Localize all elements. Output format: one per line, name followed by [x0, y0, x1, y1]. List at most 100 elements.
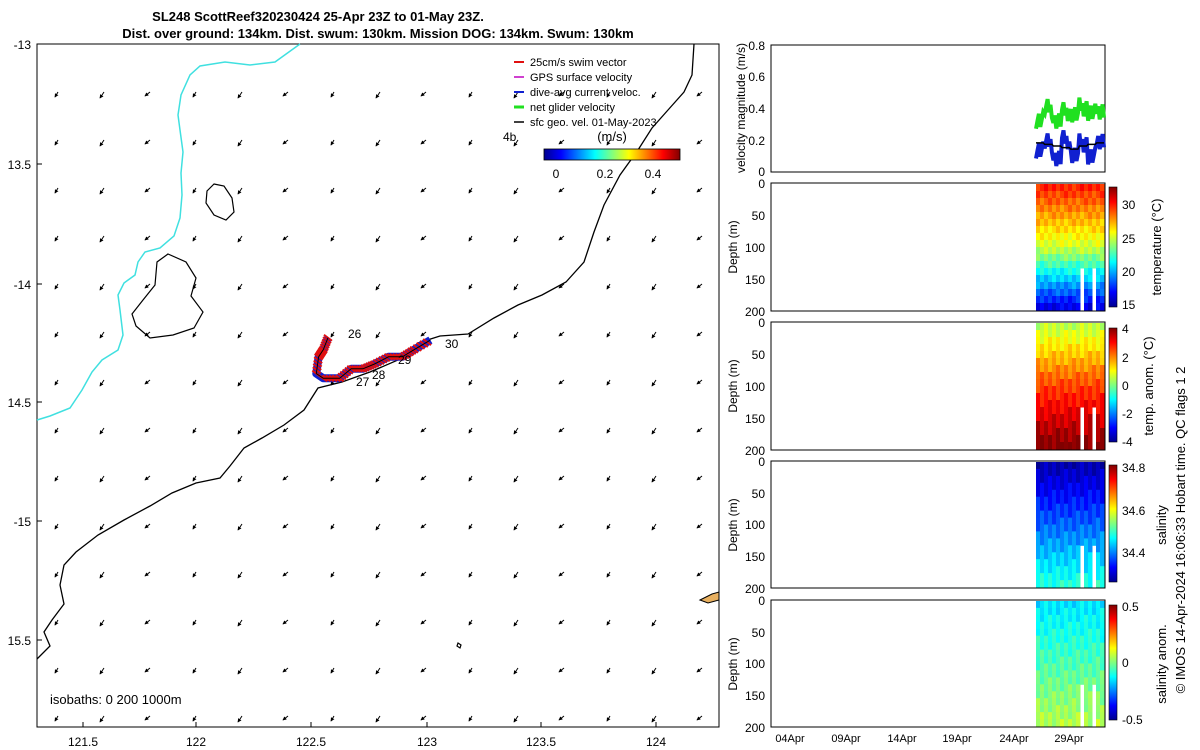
- current-vector-arrow: [282, 667, 289, 673]
- current-vector-arrow: [54, 139, 59, 146]
- section-cell: [1100, 614, 1105, 623]
- section-cell: [1072, 621, 1077, 630]
- temp-anomaly-section: [1036, 323, 1105, 450]
- current-vector-arrow: [558, 667, 565, 673]
- section-cell: [1088, 649, 1093, 657]
- section-cell: [1076, 365, 1081, 373]
- section-cell: [1064, 393, 1069, 401]
- section-cell: [1060, 435, 1065, 443]
- section-cell: [1064, 649, 1069, 657]
- section-cell: [1036, 323, 1041, 331]
- current-vector-arrow: [420, 379, 427, 385]
- section-cell: [1100, 261, 1105, 269]
- section-cell: [1040, 621, 1045, 630]
- section-cell: [1048, 421, 1053, 429]
- section-cell: [1056, 323, 1061, 331]
- section-cell: [1096, 649, 1101, 657]
- section-cell: [1100, 573, 1105, 581]
- section-cell: [1040, 344, 1045, 352]
- current-vector-arrow: [237, 523, 243, 531]
- section-cell: [1084, 517, 1089, 525]
- section-cell: [1052, 205, 1057, 213]
- section-cell: [1064, 677, 1069, 685]
- current-vector-arrow: [144, 235, 151, 241]
- section-cell: [1056, 614, 1061, 623]
- section-cell: [1052, 282, 1057, 290]
- section-cell: [1044, 566, 1049, 574]
- section-cell: [1064, 517, 1069, 525]
- section-cell: [1084, 677, 1089, 685]
- section-cell: [1096, 573, 1101, 581]
- current-vector-arrow: [237, 667, 243, 675]
- section-cell: [1044, 303, 1049, 311]
- section-cell: [1068, 496, 1073, 505]
- section-cell: [1040, 607, 1045, 616]
- current-vector-arrow: [558, 619, 565, 625]
- section-cell: [1092, 524, 1097, 532]
- section-cell: [1056, 677, 1061, 685]
- section-cell: [1088, 268, 1093, 276]
- section-cell: [1088, 517, 1093, 525]
- svg-text:100: 100: [745, 518, 765, 532]
- section-cell: [1100, 621, 1105, 630]
- section-cell: [1068, 226, 1073, 234]
- section-cell: [1068, 379, 1073, 387]
- svg-text:Depth (m): Depth (m): [726, 220, 740, 273]
- current-vector-arrow: [696, 187, 703, 193]
- section-cell: [1084, 254, 1089, 262]
- section-cell: [1044, 712, 1049, 720]
- section-cell: [1084, 282, 1089, 290]
- section-cell: [1040, 219, 1045, 227]
- section-cell: [1044, 296, 1049, 304]
- section-cell: [1036, 386, 1041, 394]
- current-vector-arrow: [144, 571, 151, 577]
- section-cell: [1036, 580, 1041, 588]
- current-vector-arrow: [144, 379, 151, 385]
- section-cell: [1080, 233, 1085, 241]
- section-cell: [1048, 628, 1053, 637]
- section-cell: [1044, 559, 1049, 567]
- current-vector-arrow: [558, 283, 565, 289]
- section-cell: [1088, 303, 1093, 311]
- section-cell: [1072, 614, 1077, 623]
- svg-text:150: 150: [745, 273, 765, 287]
- section-cell: [1052, 261, 1057, 269]
- section-cell: [1096, 677, 1101, 685]
- section-cell: [1036, 719, 1041, 727]
- section-cell: [1040, 475, 1045, 484]
- section-cell: [1096, 407, 1101, 415]
- section-cell: [1036, 482, 1041, 491]
- section-cell: [1052, 712, 1057, 720]
- section-cell: [1044, 635, 1049, 644]
- section-cell: [1048, 407, 1053, 415]
- section-cell: [1036, 705, 1041, 713]
- section-cell: [1076, 677, 1081, 685]
- section-cell: [1096, 414, 1101, 422]
- section-cell: [1084, 628, 1089, 637]
- section-cell: [1100, 240, 1105, 248]
- current-vector-arrow: [420, 427, 427, 433]
- section-cell: [1092, 663, 1097, 671]
- section-cell: [1100, 442, 1105, 450]
- section-cell: [1088, 428, 1093, 436]
- section-cell: [1100, 580, 1105, 588]
- section-cell: [1088, 642, 1093, 651]
- section-cell: [1088, 524, 1093, 532]
- section-cell: [1076, 379, 1081, 387]
- section-cell: [1084, 489, 1089, 498]
- current-vector-arrow: [192, 571, 197, 578]
- section-cell: [1088, 240, 1093, 248]
- current-vector-arrow: [99, 715, 105, 723]
- map-colorbar-tick-1: 0.2: [597, 167, 614, 181]
- section-cell: [1052, 538, 1057, 546]
- section-cell: [1068, 386, 1073, 394]
- section-cell: [1072, 330, 1077, 338]
- section-cell: [1088, 489, 1093, 498]
- current-vector-arrow: [54, 427, 59, 434]
- section-cell: [1048, 219, 1053, 227]
- current-vector-arrow: [375, 523, 381, 531]
- section-cell: [1072, 635, 1077, 644]
- section-cell: [1060, 510, 1065, 518]
- section-cell: [1056, 468, 1061, 477]
- section-cell: [1072, 372, 1077, 380]
